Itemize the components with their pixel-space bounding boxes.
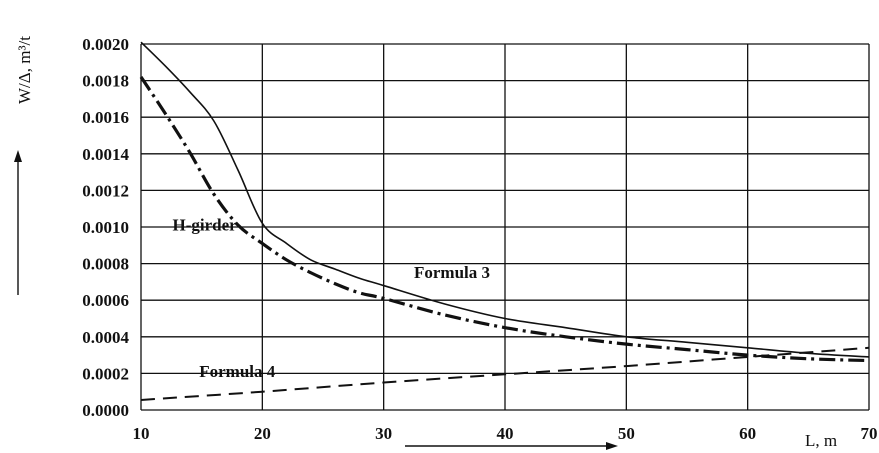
x-tick-label: 70	[861, 424, 878, 443]
annotation-label: Formula 4	[199, 362, 276, 381]
x-axis-arrow	[405, 442, 618, 450]
y-axis-arrow	[14, 150, 22, 295]
series-line-formula4	[140, 346, 870, 401]
x-tick-label: 60	[739, 424, 756, 443]
x-tick-labels: 10 20 30 40 50 60 70	[133, 424, 878, 443]
y-tick-label: 0.0014	[82, 145, 129, 164]
x-axis-label: L, m	[805, 431, 837, 450]
annotation-label: Formula 3	[414, 263, 490, 282]
y-tick-labels: 0.0000 0.0002 0.0004 0.0006 0.0008 0.0010 0.00…	[82, 35, 129, 420]
x-tick-label: 20	[254, 424, 271, 443]
annotation-label: H-girder	[173, 216, 238, 235]
series-line-h-girder	[139, 76, 870, 363]
y-tick-label: 0.0018	[82, 72, 129, 91]
y-tick-label: 0.0002	[82, 364, 129, 383]
y-tick-label: 0.0000	[82, 401, 129, 420]
y-tick-label: 0.0010	[82, 218, 129, 237]
y-tick-label: 0.0004	[82, 328, 129, 347]
x-tick-label: 50	[618, 424, 635, 443]
y-tick-label: 0.0020	[82, 35, 129, 54]
x-tick-label: 10	[133, 424, 150, 443]
x-tick-label: 40	[497, 424, 514, 443]
x-tick-label: 30	[375, 424, 392, 443]
y-tick-label: 0.0006	[82, 291, 129, 310]
y-axis-label: W/Δ, m³/t	[15, 36, 34, 104]
grid	[140, 43, 870, 411]
series-line-formula3	[140, 41, 870, 358]
y-tick-label: 0.0012	[82, 181, 129, 200]
series-lines	[139, 41, 870, 401]
annotations: H-girder Formula 3 Formula 4	[173, 216, 490, 381]
y-tick-label: 0.0016	[82, 108, 129, 127]
y-tick-label: 0.0008	[82, 255, 129, 274]
